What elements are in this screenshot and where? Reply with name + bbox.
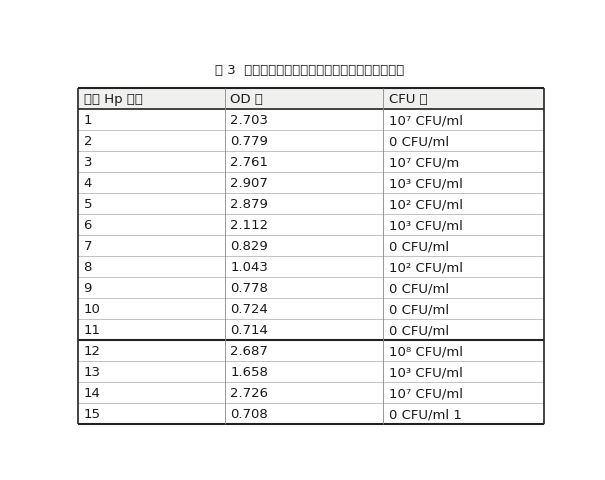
Text: 0 CFU/ml: 0 CFU/ml <box>388 240 449 252</box>
Text: 1.043: 1.043 <box>231 261 268 274</box>
Bar <box>78 299 543 320</box>
Text: 15: 15 <box>83 408 100 420</box>
Text: 0.724: 0.724 <box>231 302 268 315</box>
Text: 0 CFU/ml 1: 0 CFU/ml 1 <box>388 408 462 420</box>
Bar <box>78 320 543 340</box>
Text: 0.779: 0.779 <box>231 135 268 148</box>
Bar <box>78 340 543 361</box>
Text: 10⁷ CFU/ml: 10⁷ CFU/ml <box>388 114 463 127</box>
Bar <box>78 131 543 152</box>
Text: 0.829: 0.829 <box>231 240 268 252</box>
Text: 0 CFU/ml: 0 CFU/ml <box>388 324 449 336</box>
Text: 10: 10 <box>83 302 100 315</box>
Text: 9: 9 <box>83 282 92 295</box>
Text: 10⁷ CFU/m: 10⁷ CFU/m <box>388 156 459 169</box>
Text: 10² CFU/ml: 10² CFU/ml <box>388 261 463 274</box>
Bar <box>78 89 543 110</box>
Text: 2.726: 2.726 <box>231 386 268 399</box>
Text: 13: 13 <box>83 365 100 378</box>
Text: 0.778: 0.778 <box>231 282 268 295</box>
Text: 10² CFU/ml: 10² CFU/ml <box>388 198 463 211</box>
Text: 6: 6 <box>83 219 92 232</box>
Bar <box>78 194 543 215</box>
Text: 10³ CFU/ml: 10³ CFU/ml <box>388 177 462 190</box>
Text: 0 CFU/ml: 0 CFU/ml <box>388 282 449 295</box>
Bar <box>78 361 543 383</box>
Text: 11: 11 <box>83 324 100 336</box>
Text: 0.708: 0.708 <box>231 408 268 420</box>
Text: 2.703: 2.703 <box>231 114 268 127</box>
Bar <box>78 257 543 277</box>
Text: 0 CFU/ml: 0 CFU/ml <box>388 135 449 148</box>
Text: 2.761: 2.761 <box>231 156 268 169</box>
Text: 10³ CFU/ml: 10³ CFU/ml <box>388 365 462 378</box>
Text: 表 3  聚乙烯孔板中活的幽门螺杆菌定量检测的结果: 表 3 聚乙烯孔板中活的幽门螺杆菌定量检测的结果 <box>215 64 405 77</box>
Text: 2: 2 <box>83 135 92 148</box>
Text: 8: 8 <box>83 261 92 274</box>
Text: 4: 4 <box>83 177 92 190</box>
Text: OD 值: OD 值 <box>231 93 263 106</box>
Text: 10⁷ CFU/ml: 10⁷ CFU/ml <box>388 386 463 399</box>
Text: 1: 1 <box>83 114 92 127</box>
Bar <box>78 383 543 403</box>
Bar <box>78 152 543 173</box>
Text: CFU 数: CFU 数 <box>388 93 427 106</box>
Text: 12: 12 <box>83 345 100 358</box>
Text: 3: 3 <box>83 156 92 169</box>
Text: 0 CFU/ml: 0 CFU/ml <box>388 302 449 315</box>
Text: 2.907: 2.907 <box>231 177 268 190</box>
Bar <box>78 173 543 194</box>
Text: 5: 5 <box>83 198 92 211</box>
Text: 10⁸ CFU/ml: 10⁸ CFU/ml <box>388 345 463 358</box>
Text: 2.687: 2.687 <box>231 345 268 358</box>
Text: 2.879: 2.879 <box>231 198 268 211</box>
Text: 10³ CFU/ml: 10³ CFU/ml <box>388 219 462 232</box>
Text: 0.714: 0.714 <box>231 324 268 336</box>
Text: 1.658: 1.658 <box>231 365 268 378</box>
Bar <box>78 403 543 424</box>
Text: 7: 7 <box>83 240 92 252</box>
Bar <box>78 277 543 299</box>
Bar <box>78 215 543 236</box>
Bar <box>78 236 543 257</box>
Text: 活的 Hp 样本: 活的 Hp 样本 <box>83 93 142 106</box>
Text: 14: 14 <box>83 386 100 399</box>
Bar <box>78 110 543 131</box>
Text: 2.112: 2.112 <box>231 219 269 232</box>
